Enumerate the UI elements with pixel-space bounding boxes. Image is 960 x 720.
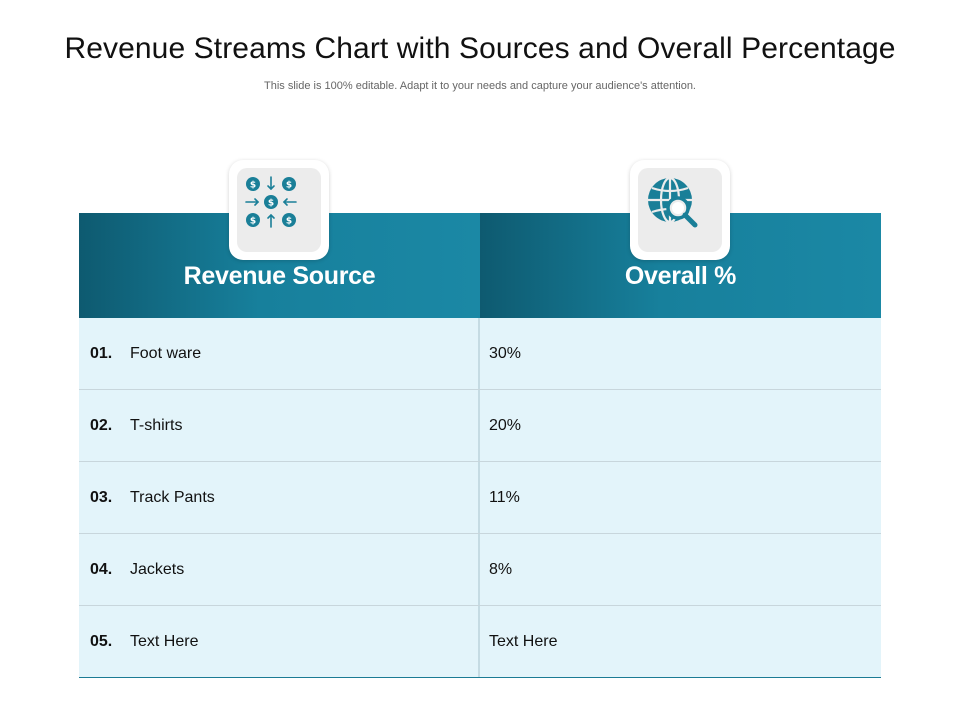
- header-label-revenue-source: Revenue Source: [183, 262, 376, 290]
- table-row: 01. Foot ware 30%: [79, 318, 881, 390]
- row-number: 04.: [90, 561, 113, 578]
- globe-search-icon: [648, 176, 698, 228]
- money-flow-icon: $ $ $ $ $: [245, 176, 297, 228]
- revenue-icon-badge: $ $ $ $ $: [229, 160, 329, 260]
- table-row: 02. T-shirts 20%: [79, 390, 881, 462]
- table-row: 04. Jackets 8%: [79, 534, 881, 606]
- slide-subtitle: This slide is 100% editable. Adapt it to…: [264, 80, 696, 92]
- table-header-row: $ $ $ $ $: [79, 160, 881, 318]
- source-cell: 05. Text Here: [79, 606, 480, 677]
- source-cell: 03. Track Pants: [79, 462, 480, 533]
- source-label: Text Here: [130, 633, 199, 650]
- header-label-overall-percent: Overall %: [624, 262, 737, 290]
- percent-value: 20%: [489, 417, 522, 434]
- source-cell: 01. Foot ware: [79, 318, 480, 389]
- source-label: Track Pants: [130, 489, 215, 506]
- percent-cell: 30%: [480, 318, 881, 389]
- percent-value: 8%: [489, 561, 513, 578]
- svg-text:$: $: [268, 199, 274, 209]
- percent-value: 11%: [489, 489, 520, 506]
- percent-cell: 8%: [480, 534, 881, 605]
- source-label: T-shirts: [130, 417, 183, 434]
- header-overall-percent: Overall %: [480, 160, 881, 318]
- source-cell: 04. Jackets: [79, 534, 480, 605]
- percent-cell: 11%: [480, 462, 881, 533]
- source-cell: 02. T-shirts: [79, 390, 480, 461]
- svg-text:$: $: [250, 181, 256, 191]
- svg-text:$: $: [286, 181, 292, 191]
- overall-icon-badge: [630, 160, 730, 260]
- table-body: 01. Foot ware 30% 02. T-shirts 20% 03. T…: [79, 318, 881, 678]
- header-revenue-source: $ $ $ $ $: [79, 160, 480, 318]
- percent-value: Text Here: [489, 633, 558, 650]
- percent-value: 30%: [489, 345, 522, 362]
- svg-text:$: $: [286, 217, 292, 227]
- source-label: Jackets: [130, 561, 185, 578]
- source-label: Foot ware: [130, 345, 202, 362]
- table-row: 03. Track Pants 11%: [79, 462, 881, 534]
- row-number: 02.: [90, 417, 113, 434]
- percent-cell: Text Here: [480, 606, 881, 677]
- revenue-table: $ $ $ $ $: [79, 160, 881, 679]
- slide-title: Revenue Streams Chart with Sources and O…: [64, 32, 896, 65]
- row-number: 01.: [90, 345, 113, 362]
- row-number: 03.: [90, 489, 113, 506]
- svg-text:$: $: [250, 217, 256, 227]
- percent-cell: 20%: [480, 390, 881, 461]
- row-number: 05.: [90, 633, 113, 650]
- table-row: 05. Text Here Text Here: [79, 606, 881, 678]
